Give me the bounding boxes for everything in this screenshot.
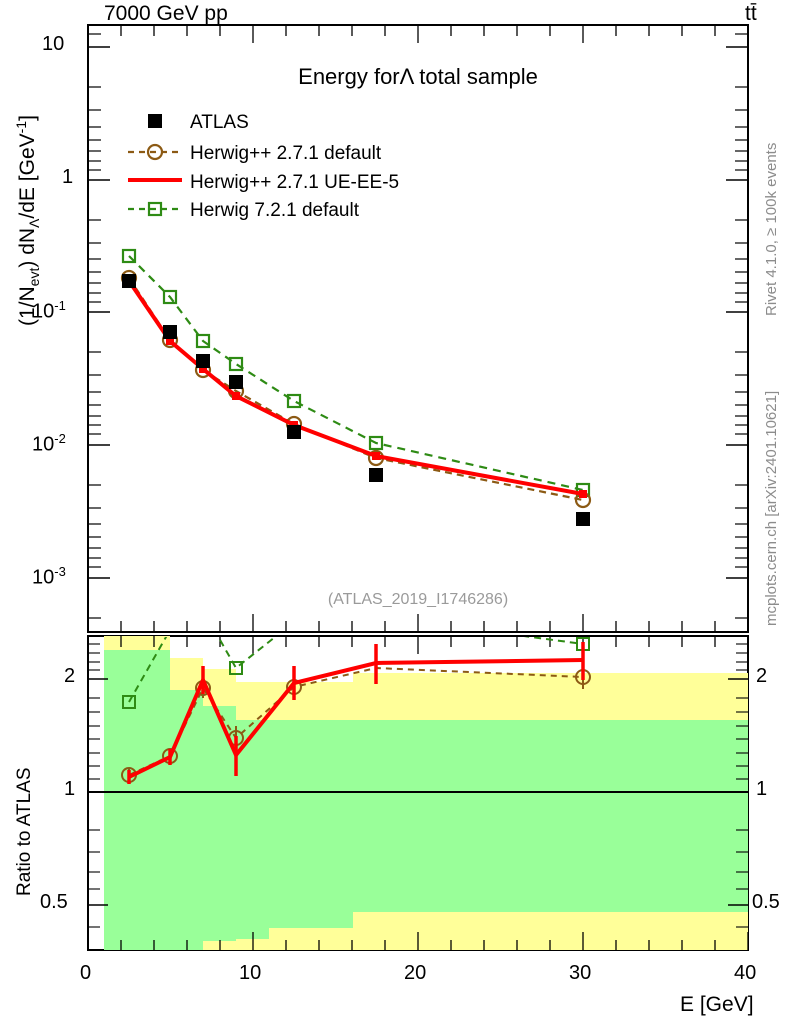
legend-label-herwig721: Herwig 7.2.1 default [190,200,360,221]
main-panel: Energy forΛ total sample (ATLAS_2019_I17… [87,24,749,633]
ylabel-part1: (1/N [16,286,39,326]
xtick-label-30: 30 [569,962,592,984]
xtick-label-40: 40 [734,962,757,984]
legend-label-herwigpp-ueee5: Herwig++ 2.7.1 UE-EE-5 [190,172,399,193]
svg-text:mcplots.cern.ch [arXiv:2401.10: mcplots.cern.ch [arXiv:2401.10621] [763,391,780,626]
legend-entry-herwigpp-default: Herwig++ 2.7.1 default [128,143,382,164]
svg-text:Rivet 4.1.0, ≥ 100k events: Rivet 4.1.0, ≥ 100k events [763,143,780,316]
side-label-mcplots: mcplots.cern.ch [arXiv:2401.10621] [752,330,786,630]
series-herwig721-line [128,255,584,492]
main-ylabel: (1/Nevt) dNΛ/dE [GeV-1] [8,30,42,330]
main-x-ticks [87,25,749,632]
legend: ATLAS Herwig++ 2.7.1 default Herwig++ 2.… [128,112,399,221]
ylabel-sup: -1 [13,121,29,134]
ratio-ytick-label-2-right: 2 [756,665,768,687]
main-ytick-label-1e-2: 10-2 [32,431,66,456]
ratio-ytick-label-05-left: 0.5 [40,891,68,913]
ratio-ytick-label-05-right: 0.5 [752,891,780,913]
main-ytick-label-1: 1 [62,166,74,188]
watermark-label: (ATLAS_2019_I1746286) [328,591,508,608]
main-title: Energy forΛ total sample [298,64,538,89]
main-y-ticks [88,46,748,579]
ratio-y-ticks [88,678,748,906]
header-beam-label: 7000 GeV pp [104,2,228,25]
ylabel-sub-evt: evt [26,268,42,287]
svg-text:(1/Nevt) dNΛ/dE [GeV-1]: (1/Nevt) dNΛ/dE [GeV-1] [13,115,42,326]
series-herwig721-markers [121,248,591,498]
side-label-rivet: Rivet 4.1.0, ≥ 100k events [752,30,786,320]
main-ytick-label-1e-3: 10-3 [32,564,66,589]
legend-entry-herwig721: Herwig 7.2.1 default [128,200,360,221]
legend-label-herwigpp-default: Herwig++ 2.7.1 default [190,143,382,164]
ratio-ylabel: Ratio to ATLAS [8,700,38,900]
xtick-label-20: 20 [404,962,427,984]
legend-entry-atlas: ATLAS [148,112,249,133]
ratio-ytick-label-1-right: 1 [756,778,768,800]
main-ytick-label-1e-1: 10-1 [32,298,66,323]
xtick-label-0: 0 [80,962,92,984]
legend-entry-herwigpp-ueee5: Herwig++ 2.7.1 UE-EE-5 [128,172,399,193]
main-ytick-label-10: 10 [42,33,65,55]
ylabel-sub-lambda: Λ [26,218,42,228]
ratio-y-minor-ticks [88,643,748,928]
series-atlas-markers [122,274,590,526]
header-process-label: tt̄ [745,2,757,25]
ylabel-part4: ] [16,115,39,121]
ratio-ytick-label-1-left: 1 [64,778,76,800]
legend-marker-filled-square [148,114,162,128]
legend-marker-open-circle [146,143,164,161]
xaxis-label: E [GeV] [680,993,754,1016]
main-frame [87,24,749,633]
legend-label-atlas: ATLAS [190,112,249,133]
ratio-series-herwigpp-ueee5-errorbars [127,642,585,784]
ylabel-part2: ) dN [16,228,39,268]
legend-marker-open-square [147,201,163,217]
ylabel-part3: /dE [GeV [16,133,39,218]
ratio-panel [0,632,786,958]
main-y-minor-ticks [88,33,748,619]
xtick-label-10: 10 [239,962,262,984]
ratio-ytick-label-2-left: 2 [64,665,76,687]
ratio-uncertainty-band-inner [104,650,748,950]
svg-text:Ratio to ATLAS: Ratio to ATLAS [14,768,35,897]
